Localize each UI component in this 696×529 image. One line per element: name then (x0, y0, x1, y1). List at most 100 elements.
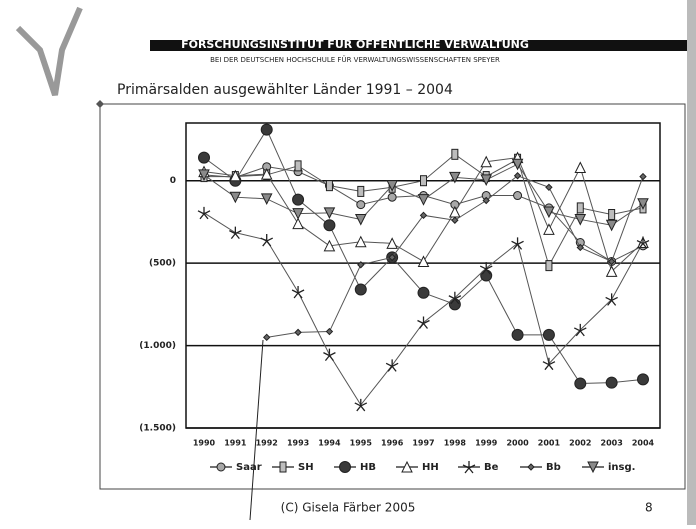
page-number: 8 (645, 501, 653, 515)
legend-marker (587, 461, 599, 474)
data-point (574, 213, 587, 226)
data-point (260, 193, 273, 205)
data-point (417, 286, 430, 299)
legend-label: HH (422, 462, 439, 473)
y-tick-label: (500) (149, 259, 176, 269)
data-point (479, 262, 493, 275)
data-point (291, 285, 305, 299)
data-point (639, 172, 647, 181)
data-point (229, 169, 242, 182)
data-point (605, 376, 618, 389)
x-tick-label: 1996 (381, 439, 404, 448)
header-subtitle: BEI DER DEUTSCHEN HOCHSCHULE FÜR VERWALT… (210, 55, 500, 64)
data-point (357, 185, 365, 197)
data-point (386, 237, 398, 249)
legend-label: Bb (546, 462, 561, 473)
data-point (511, 328, 524, 341)
data-point (294, 160, 302, 172)
legend-label: SH (298, 462, 314, 473)
data-point (605, 293, 618, 306)
legend-marker (279, 461, 287, 473)
data-point (292, 217, 304, 230)
legend-marker (339, 461, 351, 473)
data-point (637, 373, 649, 386)
data-point (542, 357, 556, 371)
data-point (543, 206, 555, 219)
data-point (480, 174, 493, 186)
data-point (354, 398, 368, 412)
data-point (545, 260, 553, 272)
x-tick-label: 1997 (412, 439, 434, 448)
data-point (605, 219, 618, 232)
legend-marker (216, 462, 226, 472)
data-point (197, 206, 211, 220)
y-tick-label: (1.000) (139, 341, 176, 351)
edge-stripe (687, 0, 696, 525)
legend-label: HB (360, 462, 376, 473)
data-point (480, 155, 493, 168)
data-point (323, 239, 336, 252)
x-tick-label: 1991 (224, 439, 247, 448)
data-point (482, 196, 490, 205)
legend-label: insg. (608, 462, 635, 473)
data-point (263, 333, 271, 342)
data-point (449, 171, 461, 184)
data-point (323, 219, 336, 232)
legend-marker (527, 463, 535, 471)
data-point (608, 209, 616, 220)
x-tick-label: 1995 (350, 439, 373, 448)
data-point (607, 257, 616, 266)
data-point (511, 237, 524, 250)
data-point (229, 226, 242, 240)
data-point (636, 236, 650, 249)
data-point (325, 327, 334, 336)
data-point (294, 328, 302, 337)
x-tick-label: 2001 (538, 439, 561, 448)
data-point (511, 158, 524, 171)
data-point (354, 283, 367, 296)
x-tick-label: 2000 (506, 439, 529, 448)
data-point (574, 161, 587, 174)
data-point (543, 223, 555, 235)
corner-diamond (96, 100, 104, 108)
x-tick-label: 2004 (632, 439, 655, 448)
data-point (576, 202, 584, 214)
data-point (448, 291, 462, 305)
data-point (323, 348, 336, 362)
data-point (198, 169, 210, 182)
data-point (388, 253, 396, 262)
data-point (356, 200, 366, 210)
header-bar (150, 40, 687, 51)
data-point (513, 191, 523, 201)
data-point (354, 235, 367, 248)
data-point (545, 183, 553, 192)
data-point (260, 167, 273, 180)
x-tick-label: 1993 (287, 439, 309, 448)
data-point (576, 243, 584, 252)
x-tick-label: 1999 (475, 439, 498, 448)
data-point (513, 172, 522, 180)
data-point (357, 261, 365, 269)
x-tick-label: 1992 (256, 439, 278, 448)
data-point (260, 234, 274, 247)
data-point (386, 180, 398, 192)
data-point (292, 193, 305, 206)
legend-marker (401, 460, 413, 473)
data-point (637, 198, 649, 210)
x-tick-label: 2003 (601, 439, 623, 448)
data-point (292, 208, 304, 220)
connector-line (249, 339, 264, 521)
data-point (574, 377, 587, 390)
copyright: (C) Gisela Färber 2005 (281, 501, 416, 515)
legend-label: Be (484, 462, 499, 473)
data-point (417, 194, 430, 206)
data-point (419, 211, 428, 220)
data-point (325, 180, 333, 192)
x-tick-label: 1990 (193, 439, 216, 448)
chart-frame (99, 103, 686, 490)
data-point (198, 151, 210, 164)
data-point (323, 207, 336, 219)
data-point (451, 148, 459, 160)
data-point (420, 175, 427, 187)
